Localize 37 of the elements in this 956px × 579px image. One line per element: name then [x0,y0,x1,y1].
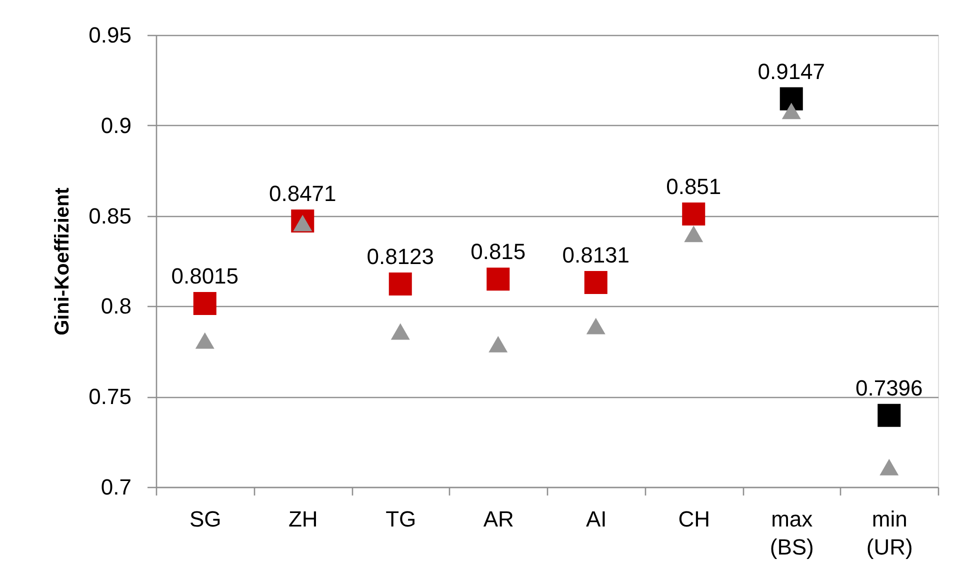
point [682,202,706,226]
point [878,404,901,427]
point [195,332,214,349]
x-tick-label: AR [483,506,514,532]
point [586,318,606,334]
y-axis-title: Gini-Koeffizient [52,187,74,336]
point [780,87,803,110]
data-label: 0.7396 [855,375,923,400]
point [388,272,412,296]
y-tick-label: 0.9 [100,112,132,138]
point [488,336,508,352]
y-tick-label: 0.75 [88,384,132,410]
data-label: 0.851 [666,174,722,199]
data-label: 0.815 [470,239,526,264]
x-tick-label: max (BS) [770,506,814,560]
data-label: 0.8471 [268,181,336,206]
point [390,323,410,340]
y-tick-label: 0.8 [100,294,132,319]
y-tick-label: 0.7 [100,474,132,500]
point [584,271,608,294]
x-tick-label: TG [386,506,416,532]
data-label: 0.8131 [562,242,630,268]
x-tick-label: min (UR) [866,506,913,560]
x-tick-label: CH [678,506,710,532]
point [486,268,510,291]
x-tick-label: AI [586,506,607,532]
y-tick-label: 0.85 [88,203,132,228]
data-label: 0.8015 [171,263,239,288]
point [880,458,899,476]
point [193,292,216,315]
point [684,226,704,242]
x-tick-label: ZH [288,506,318,532]
x-tick-label: SG [189,506,222,532]
data-label: 0.8123 [366,244,434,269]
point [782,102,801,120]
data-label: 0.9147 [758,58,826,84]
y-tick-label: 0.95 [88,22,132,48]
